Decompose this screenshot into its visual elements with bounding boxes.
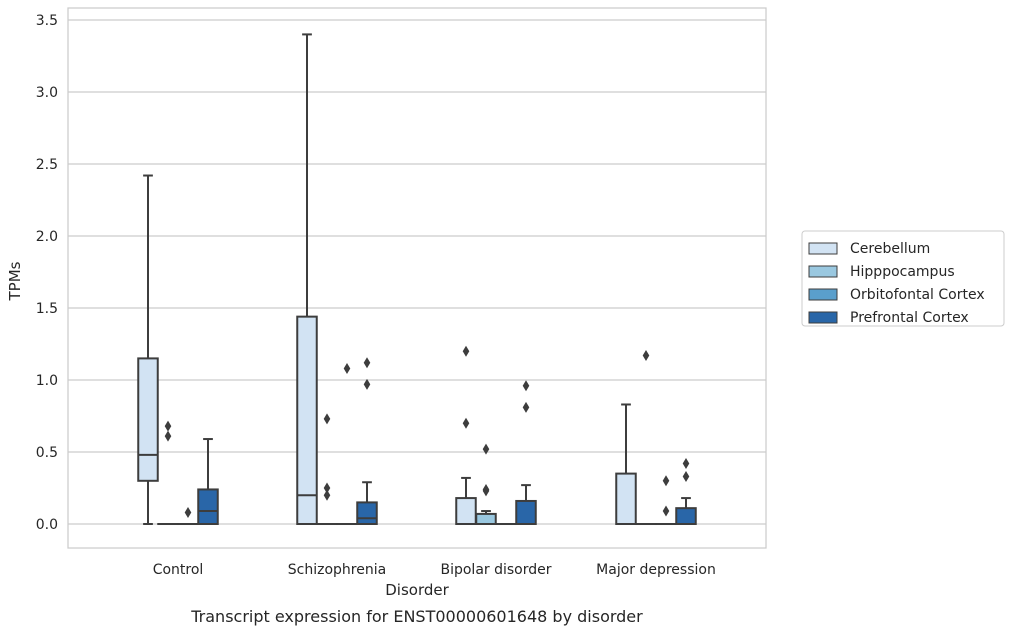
legend-frame [801,230,1005,327]
box-hipppocampus [316,413,338,526]
legend-label: Prefrontal Cortex [850,310,969,326]
outlier-point [522,380,530,392]
grid-lines [68,19,766,525]
box-iqr [515,499,537,525]
x-axis-label: Disorder [385,581,449,599]
outlier-point [164,420,172,432]
box-iqr [475,512,497,525]
outlier-point [682,458,690,470]
box-iqr [615,472,637,526]
box-orbitofontal-cortex [655,475,677,526]
box-iqr [675,507,697,526]
x-tick-label: Control [153,562,204,578]
box-prefrontal-cortex [515,380,537,525]
outlier-point [682,470,690,482]
box-cerebellum [615,403,637,526]
legend-label: Hipppocampus [850,264,955,280]
y-tick-label: 3.0 [36,85,58,101]
box-prefrontal-cortex [197,438,219,526]
y-axis-ticks: 0.0 0.5 1.0 1.5 2.0 2.5 3.0 3.5 [36,13,58,533]
box-orbitofontal-cortex [177,506,199,526]
legend: Cerebellum Hipppocampus Orbitofontal Corte… [801,230,1005,327]
outlier-point [323,413,331,425]
outlier-point [462,417,470,429]
box-cerebellum [296,33,318,526]
outlier-point [662,505,670,517]
y-tick-label: 1.0 [36,373,58,389]
box-hipppocampus [635,350,657,526]
y-tick-label: 2.5 [36,157,58,173]
outlier-point [482,483,490,495]
legend-swatch [808,288,838,301]
box-hipppocampus [475,443,497,525]
chart-caption: Transcript expression for ENST0000060164… [190,607,643,626]
box-iqr [455,497,477,525]
outlier-point [343,362,351,374]
x-tick-label: Bipolar disorder [440,562,551,578]
box-prefrontal-cortex [356,357,378,525]
y-tick-label: 0.0 [36,517,58,533]
box-cerebellum [455,345,477,525]
outlier-point [184,506,192,518]
outlier-point [642,350,650,362]
box-iqr [296,315,318,526]
outlier-point [323,482,331,494]
box-cerebellum [137,174,159,525]
outlier-point [522,401,530,413]
box-hipppocampus [157,420,179,526]
outlier-point [323,489,331,501]
y-tick-label: 1.5 [36,301,58,317]
outlier-point [482,443,490,455]
box-iqr [197,488,219,526]
legend-swatch [808,242,838,255]
box-iqr [356,501,378,525]
plot-frame [67,7,767,549]
legend-swatch [808,311,838,324]
box-orbitofontal-cortex [336,362,358,526]
outlier-point [462,345,470,357]
plot-area [137,33,697,526]
y-tick-label: 3.5 [36,13,58,29]
outlier-point [363,357,371,369]
outlier-point [164,430,172,442]
outlier-point [363,378,371,390]
box-iqr [137,357,159,482]
y-tick-label: 0.5 [36,445,58,461]
x-axis-ticks: Control Schizophrenia Bipolar disorder Majo… [153,562,716,578]
legend-label: Orbitofontal Cortex [850,287,985,303]
legend-swatch [808,265,838,278]
x-tick-label: Schizophrenia [288,562,386,578]
box-prefrontal-cortex [675,458,697,526]
outlier-point [662,475,670,487]
y-tick-label: 2.0 [36,229,58,245]
x-tick-label: Major depression [596,562,716,578]
legend-label: Cerebellum [850,241,930,257]
y-axis-label: TPMs [6,261,24,301]
